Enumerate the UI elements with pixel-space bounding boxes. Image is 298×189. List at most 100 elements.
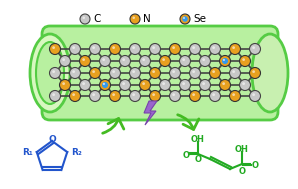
- Text: O: O: [183, 152, 190, 160]
- Circle shape: [229, 67, 240, 78]
- Ellipse shape: [30, 34, 70, 112]
- Circle shape: [192, 46, 195, 49]
- Circle shape: [170, 43, 181, 54]
- Circle shape: [249, 43, 260, 54]
- Circle shape: [150, 91, 161, 101]
- Circle shape: [242, 82, 245, 85]
- Circle shape: [159, 56, 170, 67]
- Circle shape: [109, 67, 120, 78]
- Circle shape: [69, 67, 80, 78]
- Circle shape: [72, 70, 75, 73]
- Circle shape: [52, 93, 55, 96]
- Circle shape: [80, 80, 91, 91]
- Circle shape: [170, 91, 181, 101]
- Circle shape: [190, 67, 201, 78]
- Circle shape: [209, 67, 221, 78]
- Circle shape: [220, 80, 230, 91]
- Circle shape: [89, 91, 100, 101]
- Circle shape: [103, 83, 105, 85]
- Circle shape: [130, 14, 140, 24]
- Circle shape: [80, 56, 91, 67]
- Circle shape: [82, 58, 85, 61]
- Circle shape: [180, 14, 190, 24]
- Circle shape: [232, 70, 235, 73]
- Circle shape: [89, 43, 100, 54]
- Circle shape: [80, 14, 90, 24]
- Circle shape: [182, 82, 185, 85]
- Circle shape: [202, 82, 205, 85]
- Circle shape: [130, 67, 140, 78]
- Circle shape: [60, 80, 71, 91]
- Circle shape: [62, 82, 65, 85]
- Circle shape: [190, 43, 201, 54]
- Circle shape: [222, 82, 225, 85]
- Circle shape: [112, 46, 115, 49]
- Circle shape: [130, 91, 140, 101]
- Circle shape: [162, 82, 165, 85]
- Circle shape: [179, 56, 190, 67]
- Circle shape: [109, 43, 120, 54]
- Circle shape: [92, 46, 95, 49]
- Circle shape: [62, 58, 65, 61]
- Circle shape: [240, 80, 251, 91]
- Circle shape: [152, 70, 155, 73]
- Circle shape: [159, 80, 170, 91]
- Circle shape: [150, 43, 161, 54]
- Circle shape: [89, 67, 100, 78]
- Circle shape: [102, 58, 105, 61]
- Circle shape: [122, 58, 125, 61]
- Circle shape: [172, 70, 175, 73]
- Text: O: O: [48, 136, 56, 145]
- Circle shape: [119, 56, 131, 67]
- Circle shape: [152, 46, 155, 49]
- Text: OH: OH: [191, 135, 205, 143]
- Circle shape: [69, 43, 80, 54]
- Circle shape: [102, 82, 108, 88]
- Text: OH: OH: [235, 145, 249, 153]
- Circle shape: [150, 67, 161, 78]
- Polygon shape: [144, 101, 157, 125]
- Circle shape: [142, 82, 145, 85]
- Circle shape: [132, 46, 135, 49]
- Text: Se: Se: [193, 14, 206, 24]
- Circle shape: [220, 56, 230, 67]
- Circle shape: [192, 93, 195, 96]
- Circle shape: [179, 80, 190, 91]
- Circle shape: [82, 82, 85, 85]
- Circle shape: [132, 93, 135, 96]
- Circle shape: [60, 56, 71, 67]
- Circle shape: [139, 56, 150, 67]
- Circle shape: [69, 91, 80, 101]
- Circle shape: [100, 80, 111, 91]
- Circle shape: [52, 70, 55, 73]
- Circle shape: [192, 70, 195, 73]
- Circle shape: [223, 59, 225, 61]
- Circle shape: [112, 70, 115, 73]
- Circle shape: [232, 93, 235, 96]
- Circle shape: [83, 16, 85, 19]
- Text: O: O: [195, 156, 201, 164]
- Circle shape: [183, 17, 185, 19]
- Circle shape: [92, 70, 95, 73]
- Ellipse shape: [36, 42, 64, 104]
- Circle shape: [109, 91, 120, 101]
- Circle shape: [72, 93, 75, 96]
- Circle shape: [170, 67, 181, 78]
- Text: O: O: [252, 161, 259, 170]
- Ellipse shape: [252, 34, 288, 112]
- Text: R₂: R₂: [71, 148, 82, 156]
- Circle shape: [232, 46, 235, 49]
- Circle shape: [130, 43, 140, 54]
- Circle shape: [142, 58, 145, 61]
- Circle shape: [152, 93, 155, 96]
- Circle shape: [199, 80, 210, 91]
- Text: O: O: [238, 167, 246, 176]
- Circle shape: [182, 58, 185, 61]
- Circle shape: [212, 93, 215, 96]
- Circle shape: [212, 46, 215, 49]
- FancyBboxPatch shape: [42, 26, 278, 120]
- Circle shape: [139, 80, 150, 91]
- Circle shape: [112, 93, 115, 96]
- Circle shape: [209, 43, 221, 54]
- Circle shape: [229, 43, 240, 54]
